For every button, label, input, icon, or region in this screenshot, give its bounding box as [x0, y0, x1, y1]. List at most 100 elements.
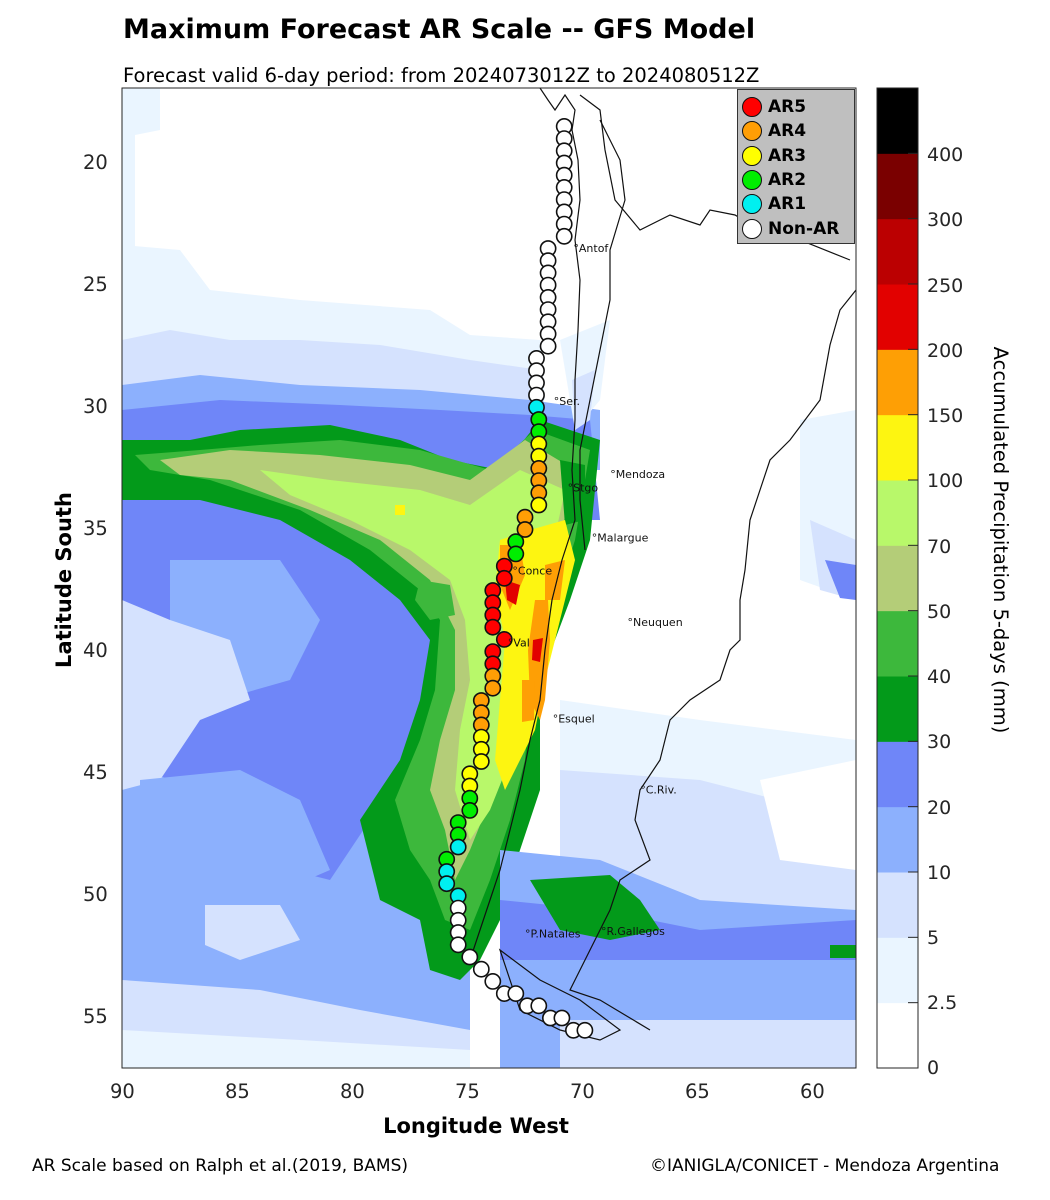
- ar-marker: [507, 985, 525, 1002]
- colorbar-segment: [877, 480, 918, 546]
- ar-marker: [576, 1021, 594, 1039]
- ar-marker: [484, 618, 502, 636]
- colorbar-segment: [877, 284, 918, 350]
- legend-item-ar1: AR1: [742, 192, 854, 216]
- city-label: °C.Riv.: [640, 783, 677, 796]
- cb-tick-20: 20: [927, 797, 952, 819]
- legend-label: Non-AR: [768, 218, 840, 239]
- cb-tick-50: 50: [927, 601, 952, 623]
- non-ar-circle-icon: [742, 218, 762, 239]
- city-label: °Esquel: [553, 712, 595, 725]
- ar2-circle-icon: [742, 170, 762, 191]
- ar4-circle-icon: [742, 121, 762, 142]
- colorbar-label: Accumulated Precipitation 5-days (mm): [989, 346, 1012, 734]
- precipitation-field: [122, 88, 856, 1068]
- city-label: °Val: [508, 637, 530, 650]
- colorbar-segment: [877, 414, 918, 481]
- y-tick-55: 55: [83, 1005, 108, 1028]
- axes-box: [121, 87, 857, 1069]
- x-tick-65: 65: [685, 1080, 710, 1103]
- y-tick-35: 35: [83, 517, 108, 540]
- colorbar-segment: [877, 1002, 918, 1069]
- ar-marker: [553, 1009, 571, 1027]
- cb-tick-100: 100: [927, 470, 964, 492]
- ar-legend: AR5 AR4 AR3 AR2 AR1 Non-AR: [737, 89, 855, 244]
- ar-marker: [530, 496, 548, 514]
- legend-label: AR5: [768, 97, 807, 118]
- legend-item-ar3: AR3: [742, 144, 854, 168]
- cb-tick-150: 150: [927, 405, 964, 427]
- legend-item-ar5: AR5: [742, 95, 854, 119]
- chart-subtitle: Forecast valid 6-day period: from 202407…: [123, 64, 760, 87]
- colorbar-segment: [877, 806, 918, 873]
- city-label: °Mendoza: [610, 468, 665, 481]
- colorbar-segment: [877, 610, 918, 677]
- cb-tick-250: 250: [927, 275, 964, 297]
- y-tick-45: 45: [83, 761, 108, 784]
- legend-item-ar4: AR4: [742, 119, 854, 143]
- cb-tick-400: 400: [927, 144, 964, 166]
- cb-tick-300: 300: [927, 209, 964, 231]
- ar-marker: [449, 838, 467, 856]
- city-label: °Ser.: [554, 395, 580, 408]
- ar-marker: [449, 936, 467, 954]
- footer-copyright: ©IANIGLA/CONICET - Mendoza Argentina: [650, 1156, 1000, 1176]
- cb-tick-2.5: 2.5: [927, 992, 958, 1014]
- ar1-circle-icon: [742, 194, 762, 215]
- colorbar: [876, 87, 919, 1069]
- colorbar-segment: [877, 545, 918, 612]
- ar-marker: [555, 227, 573, 245]
- cb-tick-10: 10: [927, 862, 952, 884]
- cb-tick-200: 200: [927, 340, 964, 362]
- x-tick-85: 85: [225, 1080, 250, 1103]
- x-tick-70: 70: [570, 1080, 595, 1103]
- cb-tick-30: 30: [927, 731, 952, 753]
- ar-marker: [507, 545, 525, 563]
- footer-reference: AR Scale based on Ralph et al.(2019, BAM…: [32, 1156, 408, 1176]
- colorbar-segment: [877, 153, 918, 220]
- ar-marker: [461, 802, 479, 819]
- colorbar-segment: [877, 218, 918, 285]
- ar-marker: [461, 948, 479, 966]
- ar-marker: [438, 875, 456, 893]
- ar-markers: [438, 118, 594, 1039]
- city-label: °Malargue: [592, 532, 649, 545]
- x-tick-60: 60: [800, 1080, 825, 1103]
- city-labels: °Antof °Ser. °Mendoza °Stgo °Malargue °Conce °…: [508, 242, 683, 940]
- colorbar-segment: [877, 872, 918, 938]
- cb-tick-40: 40: [927, 666, 952, 688]
- ar-marker: [472, 753, 490, 770]
- ar-marker: [539, 337, 557, 355]
- cb-tick-0: 0: [927, 1057, 940, 1079]
- cb-tick-70: 70: [927, 536, 952, 558]
- ar-marker: [495, 569, 513, 587]
- y-tick-40: 40: [83, 639, 108, 662]
- x-axis-label: Longitude West: [383, 1114, 569, 1138]
- colorbar-segment: [877, 676, 918, 742]
- ar3-circle-icon: [742, 145, 762, 166]
- y-tick-50: 50: [83, 883, 108, 906]
- ar-marker: [516, 521, 534, 538]
- ar-marker: [495, 631, 513, 648]
- x-tick-80: 80: [340, 1080, 365, 1103]
- ar-marker: [530, 997, 548, 1015]
- colorbar-segment: [877, 349, 918, 416]
- city-label: °Neuquen: [628, 616, 683, 629]
- city-label: °Conce: [512, 565, 552, 578]
- ar-marker: [484, 679, 502, 697]
- city-label: °P.Natales: [525, 927, 581, 940]
- colorbar-segment: [877, 88, 918, 154]
- legend-label: AR1: [768, 194, 807, 215]
- colorbar-segment: [877, 741, 918, 808]
- y-tick-25: 25: [83, 273, 108, 296]
- legend-label: AR2: [768, 170, 807, 191]
- legend-item-ar2: AR2: [742, 168, 854, 192]
- colorbar-segment: [877, 937, 918, 1004]
- x-tick-90: 90: [110, 1080, 135, 1103]
- legend-label: AR3: [768, 145, 807, 166]
- ar-marker: [484, 973, 502, 990]
- legend-item-non-ar: Non-AR: [742, 216, 854, 240]
- x-tick-75: 75: [455, 1080, 480, 1103]
- ar5-circle-icon: [742, 97, 762, 118]
